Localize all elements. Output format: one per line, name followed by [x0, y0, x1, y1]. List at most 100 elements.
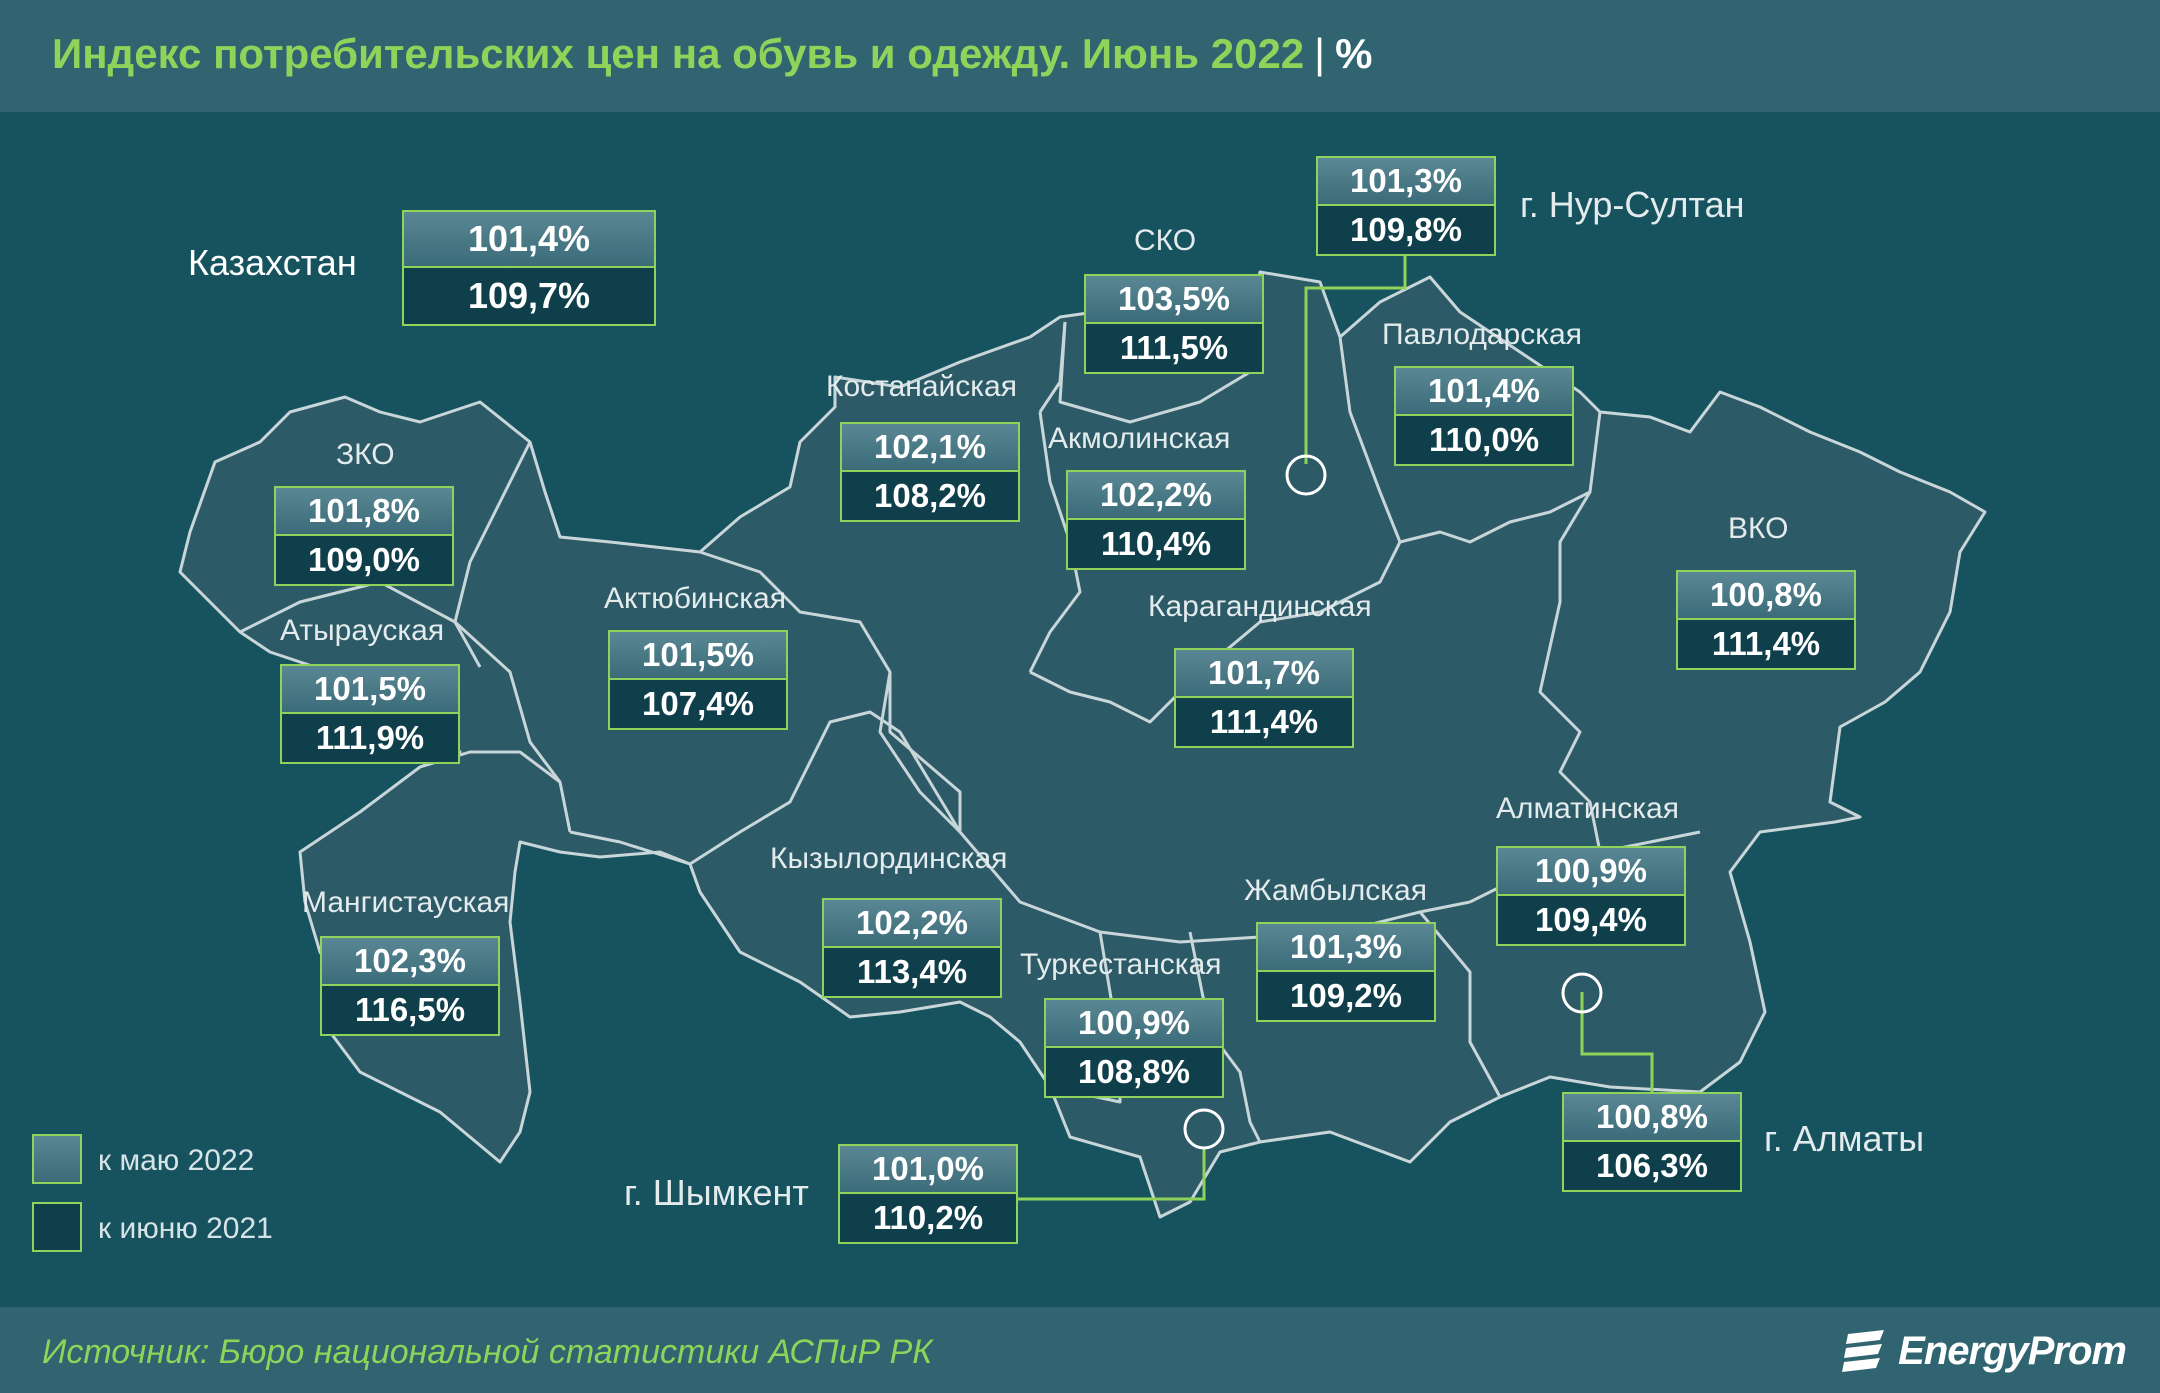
karaganda-june-value: 111,4%	[1176, 698, 1352, 746]
sko-june-value: 111,5%	[1086, 324, 1262, 372]
legend-label-june: к июню 2021	[98, 1212, 273, 1245]
region-label-mangistau: Мангистауская	[302, 886, 510, 919]
region-label-akmola: Акмолинская	[1048, 422, 1231, 455]
energyprom-logo-icon	[1842, 1330, 1885, 1372]
almaty-marker-icon	[1561, 972, 1603, 1014]
akmola-june-value: 110,4%	[1068, 520, 1244, 568]
nursultan-june-value: 109,8%	[1318, 206, 1494, 254]
turkestan-may-value: 100,9%	[1046, 1000, 1222, 1048]
chart-title: Индекс потребительских цен на обувь и од…	[52, 30, 1372, 78]
region-box-mangistau: 102,3% 116,5%	[320, 936, 500, 1036]
border-zko-atyrau	[239, 580, 456, 634]
country-june-value: 109,7%	[404, 268, 654, 324]
region-label-aktobe: Актюбинская	[604, 582, 786, 615]
region-label-kostanay: Костанайская	[826, 370, 1017, 403]
region-box-zko: 101,8% 109,0%	[274, 486, 454, 586]
title-separator: |	[1314, 30, 1326, 77]
city-box-shymkent: 101,0% 110,2%	[838, 1144, 1018, 1244]
country-outline	[178, 270, 1987, 1219]
region-box-vko: 100,8% 111,4%	[1676, 570, 1856, 670]
shymkent-marker-icon	[1183, 1108, 1225, 1150]
region-label-sko: СКО	[1134, 224, 1197, 257]
nursultan-leader	[1304, 252, 1407, 464]
region-box-sko: 103,5% 111,5%	[1084, 274, 1264, 374]
zhambyl-june-value: 109,2%	[1258, 972, 1434, 1020]
nursultan-may-value: 101,3%	[1318, 158, 1494, 206]
map-panel: Казахстан 101,4% 109,7% ЗКО 101,8% 109,0…	[0, 112, 2160, 1307]
kyzylorda-may-value: 102,2%	[824, 900, 1000, 948]
region-box-karaganda: 101,7% 111,4%	[1174, 648, 1354, 748]
region-box-almaty: 100,9% 109,4%	[1496, 846, 1686, 946]
border-aktobe-kyzylorda	[569, 710, 962, 866]
border-zko-aktobe	[453, 441, 532, 668]
atyrau-may-value: 101,5%	[282, 666, 458, 714]
city-label-nursultan: г. Нур-Султан	[1520, 184, 1745, 225]
region-label-vko: ВКО	[1728, 512, 1789, 545]
region-label-karaganda: Карагандинская	[1148, 590, 1372, 623]
border-pavlodar-vko	[1538, 411, 1602, 853]
border-turkestan-zhambyl	[1188, 931, 1262, 1143]
zhambyl-may-value: 101,3%	[1258, 924, 1434, 972]
kostanay-june-value: 108,2%	[842, 472, 1018, 520]
region-label-zhambyl: Жамбылская	[1244, 874, 1427, 907]
aktobe-june-value: 107,4%	[610, 680, 786, 728]
shymkent-june-value: 110,2%	[840, 1194, 1016, 1242]
region-label-almaty: Алматинская	[1496, 792, 1679, 825]
border-akmola-pavlodar	[1338, 336, 1402, 543]
mangistau-may-value: 102,3%	[322, 938, 498, 986]
zko-may-value: 101,8%	[276, 488, 452, 536]
region-box-turkestan: 100,9% 108,8%	[1044, 998, 1224, 1098]
legend-label-may: к маю 2022	[98, 1144, 255, 1177]
brand-logo: EnergyProm	[1838, 1321, 2127, 1381]
region-label-pavlodar: Павлодарская	[1382, 318, 1582, 351]
shymkent-may-value: 101,0%	[840, 1146, 1016, 1194]
pavlodar-may-value: 101,4%	[1396, 368, 1572, 416]
city-label-almaty: г. Алматы	[1764, 1118, 1925, 1159]
city-box-almaty: 100,8% 106,3%	[1562, 1092, 1742, 1192]
city-box-nursultan: 101,3% 109,8%	[1316, 156, 1496, 256]
almaty-city-june-value: 106,3%	[1564, 1142, 1740, 1190]
border-atyrau-aktobe	[453, 620, 562, 783]
sko-may-value: 103,5%	[1086, 276, 1262, 324]
border-zhambyl-almaty	[1418, 911, 1502, 1098]
aktobe-may-value: 101,5%	[610, 632, 786, 680]
almaty-region-may-value: 100,9%	[1498, 848, 1684, 896]
akmola-may-value: 102,2%	[1068, 472, 1244, 520]
nursultan-marker-icon	[1285, 454, 1327, 496]
almaty-leader	[1580, 992, 1654, 1096]
region-label-turkestan: Туркестанская	[1020, 948, 1222, 981]
title-unit: %	[1335, 30, 1373, 77]
region-label-zko: ЗКО	[336, 438, 395, 471]
border-kostanay-aktobe	[699, 550, 962, 834]
region-box-kostanay: 102,1% 108,2%	[840, 422, 1020, 522]
karaganda-may-value: 101,7%	[1176, 650, 1352, 698]
vko-may-value: 100,8%	[1678, 572, 1854, 620]
border-kostanay-karaganda	[888, 672, 962, 832]
title-text: Индекс потребительских цен на обувь и од…	[52, 30, 1305, 77]
kazakhstan-map	[178, 252, 1987, 1219]
source-text: Источник: Бюро национальной статистики А…	[42, 1333, 933, 1371]
region-box-zhambyl: 101,3% 109,2%	[1256, 922, 1436, 1022]
almaty-region-june-value: 109,4%	[1498, 896, 1684, 944]
footer-bar: Источник: Бюро национальной статистики А…	[0, 1307, 2160, 1393]
turkestan-june-value: 108,8%	[1046, 1048, 1222, 1096]
country-label: Казахстан	[188, 242, 357, 283]
region-box-akmola: 102,2% 110,4%	[1066, 470, 1246, 570]
pavlodar-june-value: 110,0%	[1396, 416, 1572, 464]
mangistau-june-value: 116,5%	[322, 986, 498, 1034]
region-box-kyzylorda: 102,2% 113,4%	[822, 898, 1002, 998]
border-karaganda-kyzylorda	[958, 831, 1471, 944]
shymkent-leader	[1018, 1148, 1206, 1201]
brand-name: EnergyProm	[1898, 1328, 2127, 1373]
header-bar: Индекс потребительских цен на обувь и од…	[0, 0, 2160, 112]
kostanay-may-value: 102,1%	[842, 424, 1018, 472]
region-label-kyzylorda: Кызылординская	[770, 842, 1008, 875]
region-box-aktobe: 101,5% 107,4%	[608, 630, 788, 730]
kyzylorda-june-value: 113,4%	[824, 948, 1000, 996]
border-pavlodar-karaganda	[1399, 490, 1591, 544]
region-box-atyrau: 101,5% 111,9%	[280, 664, 460, 764]
city-label-shymkent: г. Шымкент	[624, 1172, 809, 1213]
almaty-city-may-value: 100,8%	[1564, 1094, 1740, 1142]
atyrau-june-value: 111,9%	[282, 714, 458, 762]
country-may-value: 101,4%	[404, 212, 654, 268]
